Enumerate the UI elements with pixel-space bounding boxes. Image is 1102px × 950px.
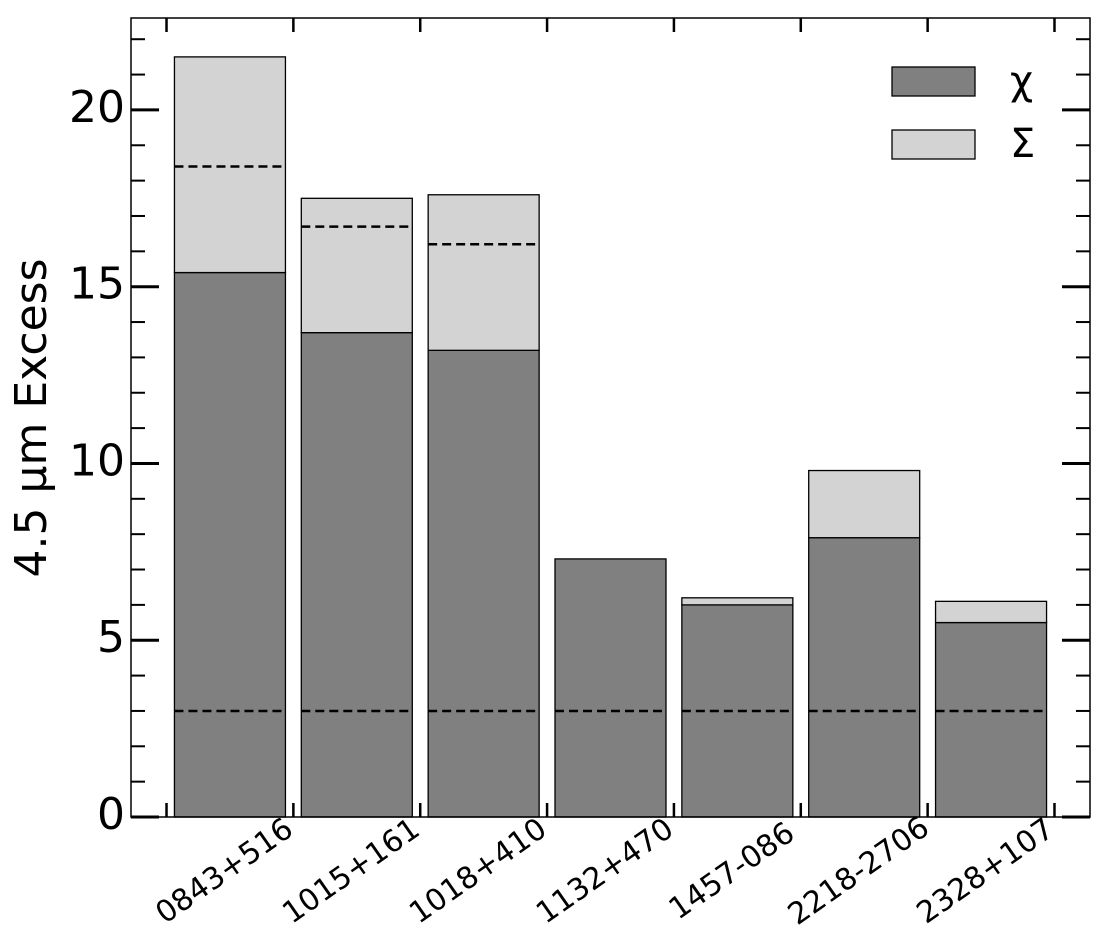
bar-segment xyxy=(808,469,921,539)
legend-swatch xyxy=(891,66,976,97)
x-tick-label: 1015+161 xyxy=(276,811,426,931)
legend-label: Σ xyxy=(1010,121,1035,167)
bar-segment xyxy=(427,349,540,818)
x-tick-label: 1457-086 xyxy=(663,815,801,927)
y-tick-label: 20 xyxy=(69,82,125,133)
x-tick-label: 1132+470 xyxy=(530,811,680,931)
plot-frame xyxy=(130,17,1091,818)
y-tick-label: 5 xyxy=(97,612,125,663)
x-tick-label: 0843+516 xyxy=(149,811,299,931)
bar-segment xyxy=(173,56,287,274)
y-tick-label: 10 xyxy=(69,435,125,486)
bar-segment xyxy=(300,332,413,818)
y-tick-label: 15 xyxy=(69,259,125,310)
y-tick-label: 0 xyxy=(97,789,125,840)
bar-segment xyxy=(554,558,667,818)
bar-segment xyxy=(173,271,287,818)
bar-segment xyxy=(300,197,413,334)
bar-segment xyxy=(681,597,794,606)
bar-segment xyxy=(934,621,1048,818)
bar-segment xyxy=(934,600,1048,624)
legend-label: χ xyxy=(1010,58,1033,104)
y-axis-label: 4.5 μm Excess xyxy=(6,259,57,578)
x-tick-label: 1018+410 xyxy=(403,811,553,931)
bar-segment xyxy=(427,194,540,351)
x-tick-label: 2218-2706 xyxy=(782,810,936,932)
x-tick-label: 2328+107 xyxy=(911,811,1061,931)
legend-swatch xyxy=(891,129,976,160)
bar-segment xyxy=(808,537,921,818)
